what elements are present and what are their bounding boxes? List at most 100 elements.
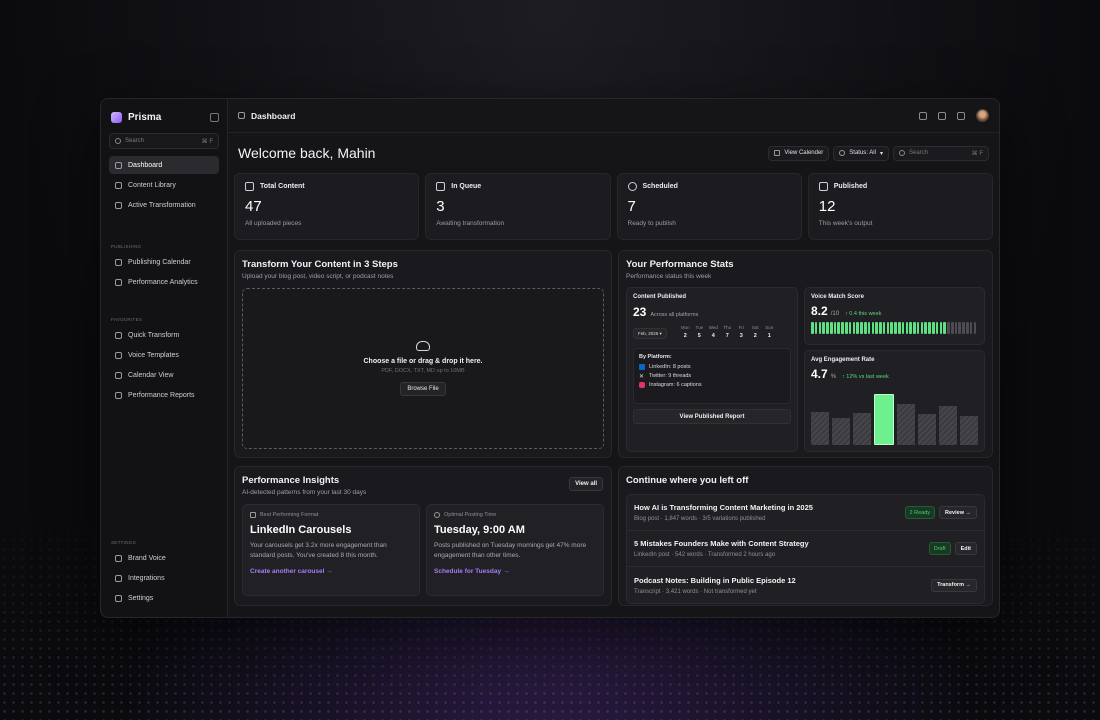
insights-subtitle: AI-detected patterns from your last 30 d… xyxy=(242,489,367,496)
performance-right-column: Voice Match Score 8.2 /10 ↑ 0.4 this wee… xyxy=(804,287,985,452)
transform-button[interactable]: Transform → xyxy=(931,578,977,592)
stat-card-in-queue: In Queue 3 Awaiting transformation xyxy=(425,173,611,240)
sidebar-item-brand-voice[interactable]: Brand Voice xyxy=(109,549,219,567)
status-filter-select[interactable]: Status: All ▾ xyxy=(833,145,889,161)
meter-tick xyxy=(845,322,848,334)
content-published-label: Content Published xyxy=(633,294,686,300)
sidebar-item-performance-analytics[interactable]: Performance Analytics xyxy=(109,273,219,291)
voice-icon xyxy=(115,554,122,562)
bell-icon[interactable] xyxy=(919,111,927,120)
sidebar-search-shortcut: ⌘ F xyxy=(201,138,213,145)
analytics-icon xyxy=(115,278,122,286)
section-heading-settings: SETTINGS xyxy=(111,540,136,545)
content-published-card: Content Published 23 Across all platform… xyxy=(626,287,798,452)
meter-tick xyxy=(909,322,912,334)
sidebar-item-label: Content Library xyxy=(128,181,176,189)
view-all-button[interactable]: View all xyxy=(569,477,603,491)
stat-subtext: Ready to publish xyxy=(627,220,676,227)
meter-tick xyxy=(841,322,844,334)
meter-tick xyxy=(890,322,893,334)
continue-panel: Continue where you left off How AI is Tr… xyxy=(618,466,993,606)
meter-tick xyxy=(973,322,977,334)
sidebar-item-settings[interactable]: Settings xyxy=(109,589,219,607)
schedule-tuesday-link[interactable]: Schedule for Tuesday → xyxy=(434,567,510,575)
meter-tick xyxy=(958,322,962,334)
sidebar-item-active-transformation[interactable]: Active Transformation xyxy=(109,196,219,214)
stat-value: 12 xyxy=(818,198,836,215)
meter-tick xyxy=(954,322,958,334)
meter-tick xyxy=(894,322,897,334)
meter-tick xyxy=(848,322,852,334)
sidebar-item-quick-transform[interactable]: Quick Transform xyxy=(109,326,219,344)
content-published-value: 23 xyxy=(633,305,647,319)
day-label: Tue xyxy=(695,325,704,330)
day-count: 7 xyxy=(725,333,729,339)
insight-heading: LinkedIn Carousels xyxy=(250,524,352,536)
engagement-bar xyxy=(832,418,850,445)
stat-label: Scheduled xyxy=(642,183,678,190)
meter-tick xyxy=(969,322,973,334)
document-icon xyxy=(245,182,254,191)
link-icon xyxy=(115,574,122,582)
bolt-icon xyxy=(115,331,122,339)
sidebar-item-performance-reports[interactable]: Performance Reports xyxy=(109,386,219,404)
clock-icon xyxy=(627,182,637,191)
status-badge: Draft xyxy=(928,542,951,555)
platform-instagram: Instagram: 6 captions xyxy=(639,382,785,388)
book-icon[interactable] xyxy=(957,111,965,120)
meter-tick xyxy=(905,322,909,334)
view-published-report-button[interactable]: View Published Report xyxy=(633,409,791,424)
sidebar-toggle-icon[interactable] xyxy=(210,112,219,122)
engagement-bar xyxy=(960,416,978,445)
header-search-input[interactable]: Search ⌘ F xyxy=(893,145,989,161)
filter-icon xyxy=(839,150,846,156)
meter-tick xyxy=(897,322,901,334)
meter-tick xyxy=(932,322,935,334)
main-area: Dashboard Welcome back, Mahin View Calen… xyxy=(227,99,999,617)
sidebar-item-dashboard[interactable]: Dashboard xyxy=(109,156,219,174)
continue-title: Continue where you left off xyxy=(626,475,749,486)
platform-text: Twitter: 9 threads xyxy=(649,373,692,379)
stat-card-scheduled: Scheduled 7 Ready to publish xyxy=(616,173,802,240)
browse-file-button[interactable]: Browse File xyxy=(400,382,446,396)
platform-text: LinkedIn: 8 posts xyxy=(649,364,691,370)
day-label: Thu xyxy=(723,325,732,330)
sidebar-item-integrations[interactable]: Integrations xyxy=(109,569,219,587)
sidebar-item-content-library[interactable]: Content Library xyxy=(109,176,219,194)
linkedin-icon xyxy=(639,364,645,370)
edit-button[interactable]: Edit xyxy=(954,542,977,555)
meter-tick xyxy=(829,322,833,334)
meter-tick xyxy=(826,322,829,334)
sidebar-item-publishing-calendar[interactable]: Publishing Calendar xyxy=(109,253,219,271)
sidebar-item-label: Active Transformation xyxy=(128,201,196,209)
review-button[interactable]: Review → xyxy=(939,506,977,519)
meter-tick xyxy=(822,322,825,334)
prisma-logo-icon xyxy=(111,111,122,123)
insight-heading: Tuesday, 9:00 AM xyxy=(434,524,525,536)
meter-tick xyxy=(943,322,946,334)
insights-continue-row: Performance Insights AI-detected pattern… xyxy=(234,466,993,606)
engagement-card: Avg Engagement Rate 4.7 % ↑ 12% vs last … xyxy=(804,350,985,452)
weekly-calendar: Feb, 2026 ▾ Mon 2 Tue 5 Wed 4 Thu 7 Fri 3 Sat… xyxy=(633,325,791,339)
avatar[interactable] xyxy=(976,109,989,122)
stat-subtext: Awaiting transformation xyxy=(436,220,505,227)
section-heading-favourites: FAVOURITES xyxy=(111,317,143,322)
engagement-bar xyxy=(853,413,871,445)
sidebar-search-input[interactable]: Search ⌘ F xyxy=(109,133,219,149)
performance-title: Your Performance Stats xyxy=(626,259,734,270)
sidebar-item-calendar-view[interactable]: Calendar View xyxy=(109,366,219,384)
create-carousel-link[interactable]: Create another carousel → xyxy=(250,567,333,575)
voice-match-card: Voice Match Score 8.2 /10 ↑ 0.4 this wee… xyxy=(804,287,985,345)
insights-title: Performance Insights xyxy=(242,475,340,486)
file-dropzone[interactable]: Choose a file or drag & drop it here. PD… xyxy=(242,288,604,449)
day-wed: Wed 4 xyxy=(708,325,719,339)
performance-grid: Content Published 23 Across all platform… xyxy=(626,287,985,452)
day-thu: Thu 7 xyxy=(722,325,733,339)
calendar-icon xyxy=(115,258,122,266)
day-count: 2 xyxy=(753,333,757,339)
month-select[interactable]: Feb, 2026 ▾ xyxy=(633,328,667,339)
view-calendar-button[interactable]: View Calender xyxy=(768,145,830,161)
gear-icon[interactable] xyxy=(938,111,946,120)
meter-tick xyxy=(818,322,822,334)
sidebar-item-voice-templates[interactable]: Voice Templates xyxy=(109,346,219,364)
